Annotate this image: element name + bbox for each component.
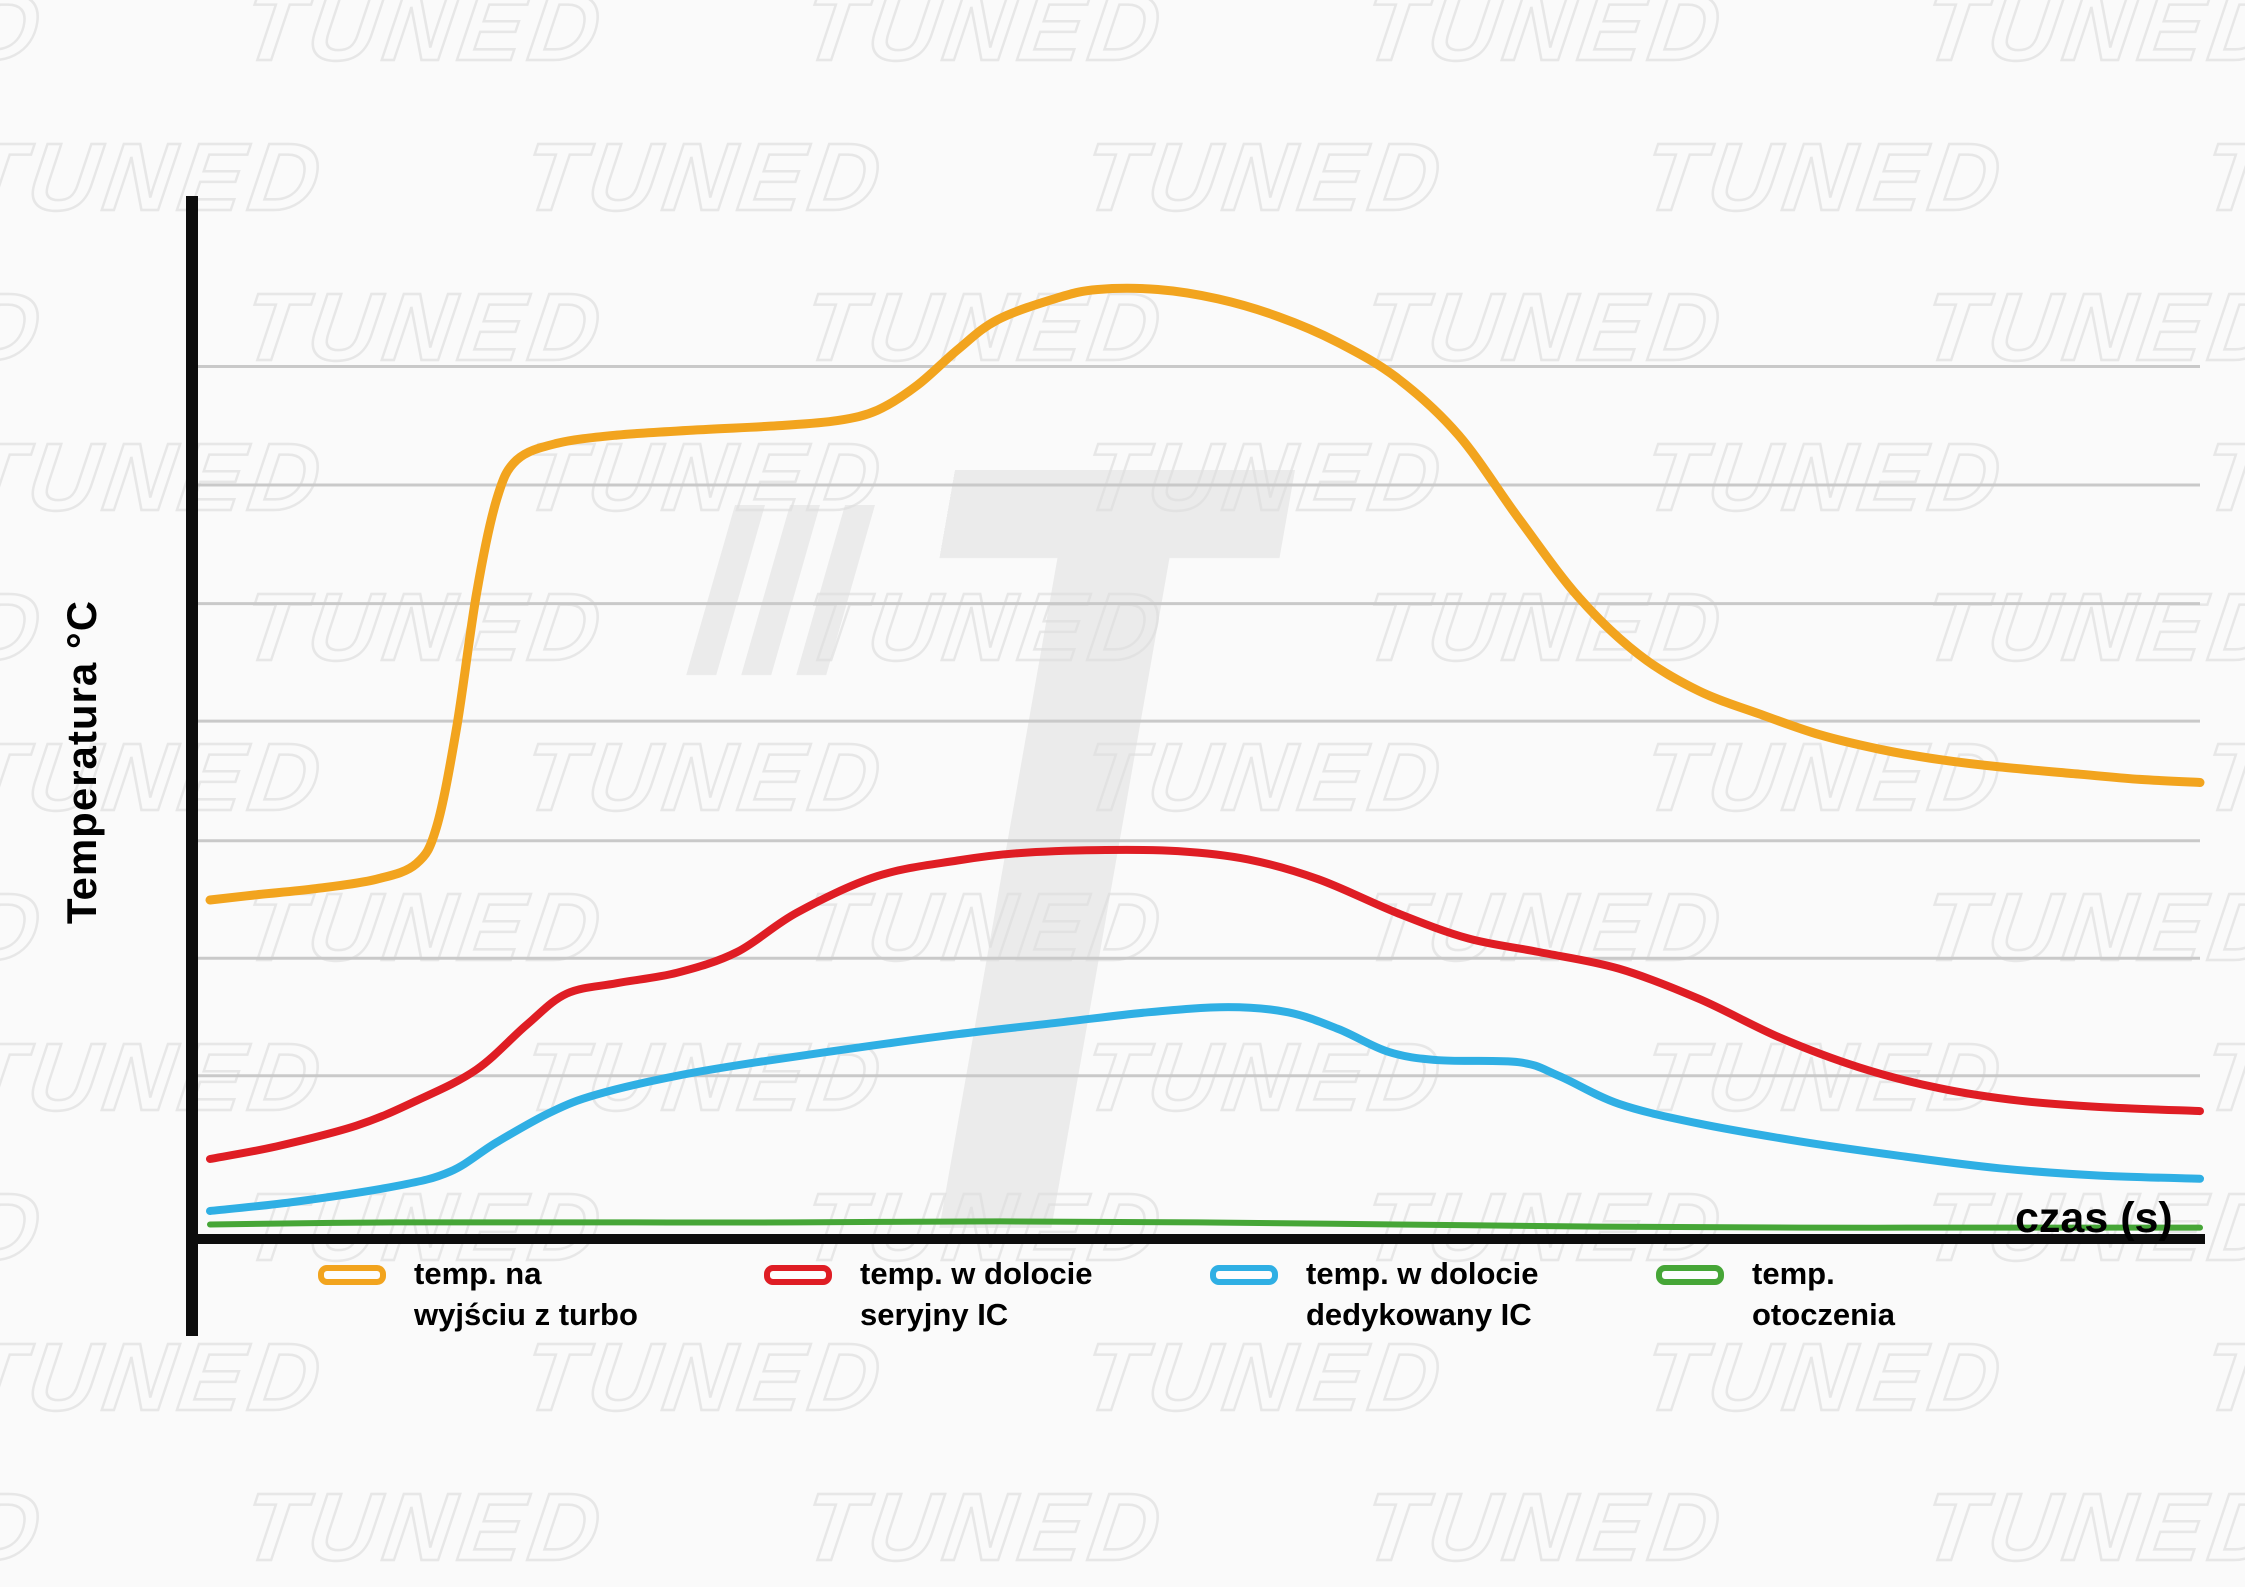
watermark-word: TUNED	[0, 1324, 333, 1430]
legend-label-line: temp. w dolocie	[1306, 1256, 1539, 1291]
watermark-word: TUNED	[1917, 874, 2245, 980]
watermark-word: TUNED	[237, 574, 613, 680]
watermark-word: TUNED	[0, 1024, 333, 1130]
x-axis-line	[186, 1234, 2205, 1244]
watermark-word: TUNED	[237, 1474, 613, 1580]
watermark-word: TUNED	[1077, 124, 1453, 230]
watermark-word: TUNED	[1637, 1024, 2013, 1130]
watermark-word: TUNED	[1077, 1324, 1453, 1430]
series-line	[207, 1218, 2203, 1231]
watermark-word: TUNED	[237, 1174, 613, 1280]
y-axis-line	[186, 196, 198, 1336]
watermark-word: TUNED	[517, 124, 893, 230]
watermark-word: TUNED	[0, 124, 333, 230]
series-line	[206, 845, 2204, 1163]
watermark-word: TUNED	[1917, 1474, 2245, 1580]
watermark-word: TUNED	[1917, 0, 2245, 81]
legend-label-line: otoczenia	[1752, 1296, 1895, 1332]
y-axis-label: Temperatura °C	[58, 599, 105, 925]
watermark-word: TUNED	[1077, 1024, 1453, 1130]
watermark-word: TUNED	[517, 1024, 893, 1130]
watermark-word: TUNED	[797, 0, 1173, 81]
legend-label-dedicated-ic: temp. w dolocie dedykowany IC	[1306, 1254, 1539, 1336]
legend-label-line: wyjściu z turbo	[414, 1296, 638, 1332]
watermark-word: TUNED	[1357, 274, 1733, 380]
legend-item-dedicated-ic: temp. w dolocie dedykowany IC	[1210, 1254, 1656, 1336]
legend-label-line: temp.	[1752, 1256, 1835, 1291]
watermark-word: TUNED	[0, 424, 333, 530]
legend-label-line: dedykowany IC	[1306, 1296, 1532, 1332]
legend-swatch-dedicated-ic	[1210, 1265, 1278, 1285]
watermark-word: TUNED	[237, 0, 613, 81]
watermark-word: TUNED	[517, 1324, 893, 1430]
legend-swatch-ambient	[1656, 1265, 1724, 1285]
legend: temp. na wyjściu z turbo temp. w dolocie…	[318, 1254, 2102, 1336]
watermark-word: TUNED	[1637, 1324, 2013, 1430]
series-line	[205, 283, 2205, 905]
watermark-word: TUNED	[797, 874, 1173, 980]
legend-label-stock-ic: temp. w dolocie seryjny IC	[860, 1254, 1093, 1336]
watermark-word: TUNED	[1357, 574, 1733, 680]
legend-item-turbo-out: temp. na wyjściu z turbo	[318, 1254, 764, 1336]
legend-label-line: temp. w dolocie	[860, 1256, 1093, 1291]
watermark-word: TUNED	[0, 724, 333, 830]
watermark-word: TUNED	[1077, 724, 1453, 830]
legend-label-turbo-out: temp. na wyjściu z turbo	[414, 1254, 638, 1336]
legend-swatch-turbo-out	[318, 1265, 386, 1285]
watermark-word: TUNED	[797, 1474, 1173, 1580]
watermark-word: TUNED	[517, 724, 893, 830]
watermark-word: TUNED	[1637, 724, 2013, 830]
watermark-word: TUNED	[1357, 1474, 1733, 1580]
legend-label-ambient: temp. otoczenia	[1752, 1254, 1895, 1336]
watermark-word: TUNED	[1917, 274, 2245, 380]
legend-swatch-stock-ic	[764, 1265, 832, 1285]
x-axis-label: czas (s)	[2015, 1194, 2173, 1242]
watermark-word: TUNED	[237, 274, 613, 380]
watermark-word: TUNED	[1357, 0, 1733, 81]
legend-label-line: seryjny IC	[860, 1296, 1009, 1332]
series-line	[206, 1003, 2204, 1215]
watermark-word: TUNED	[1637, 424, 2013, 530]
watermark-word: TUNED	[1357, 874, 1733, 980]
legend-label-line: temp. na	[414, 1256, 542, 1291]
legend-item-ambient: temp. otoczenia	[1656, 1254, 2102, 1336]
watermark-word: TUNED	[1637, 124, 2013, 230]
legend-item-stock-ic: temp. w dolocie seryjny IC	[764, 1254, 1210, 1336]
watermark-word: TUNED	[1917, 574, 2245, 680]
